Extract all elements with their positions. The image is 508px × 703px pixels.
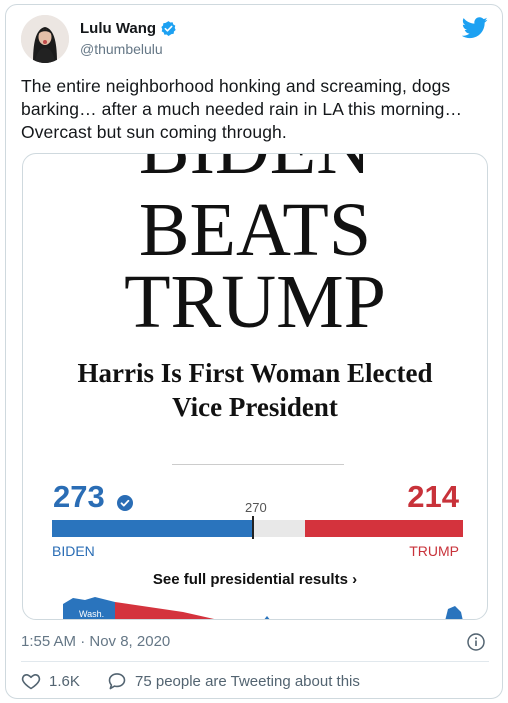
biden-electoral-votes: 273 [53,479,105,514]
heart-icon [21,674,41,690]
verified-badge-icon [160,20,177,37]
tweet-card: Lulu Wang @thumbelulu The entire neighbo… [5,4,503,699]
speech-bubble-icon [108,673,126,690]
tweet-timestamp[interactable]: 1:55 AM · Nov 8, 2020 [21,633,171,650]
map-state-label: Wash. [79,609,104,619]
trump-label: TRUMP [409,543,459,559]
tweeting-about-link[interactable]: 75 people are Tweeting about this [107,671,360,691]
info-icon[interactable] [467,633,485,651]
trump-electoral-votes: 214 [407,479,459,514]
tweet-text: The entire neighborhood honking and scre… [21,76,463,142]
footer-divider [21,661,489,662]
twitter-bird-icon[interactable] [461,17,488,39]
like-count: 1.6K [49,672,80,690]
headline-line-2: BEATS [138,188,372,272]
check-icon [117,495,133,511]
headline-line-3: TRUMP [124,260,386,344]
user-handle[interactable]: @thumbelulu [80,41,163,57]
results-map-preview: Wash. [23,594,487,619]
threshold-marker [252,516,255,539]
like-button[interactable]: 1.6K [21,671,80,691]
subheadline-line-1: Harris Is First Woman Elected [77,358,433,388]
avatar[interactable] [21,15,69,63]
divider-rule [172,464,344,465]
subheadline-line-2: Vice President [172,392,338,422]
display-name[interactable]: Lulu Wang [80,20,157,37]
electoral-bar [52,516,463,539]
trump-bar-fill [305,520,463,537]
tweet-media-image[interactable]: BIDEN BEATS TRUMP Harris Is First Woman … [22,153,488,620]
full-results-link[interactable]: See full presidential results › [152,571,358,588]
author-row: Lulu Wang [80,20,177,37]
biden-bar-fill [52,520,254,537]
headline-line-1: BIDEN [23,154,487,186]
tweeting-about-text: 75 people are Tweeting about this [135,672,360,690]
threshold-votes: 270 [245,500,267,515]
biden-label: BIDEN [52,543,95,559]
